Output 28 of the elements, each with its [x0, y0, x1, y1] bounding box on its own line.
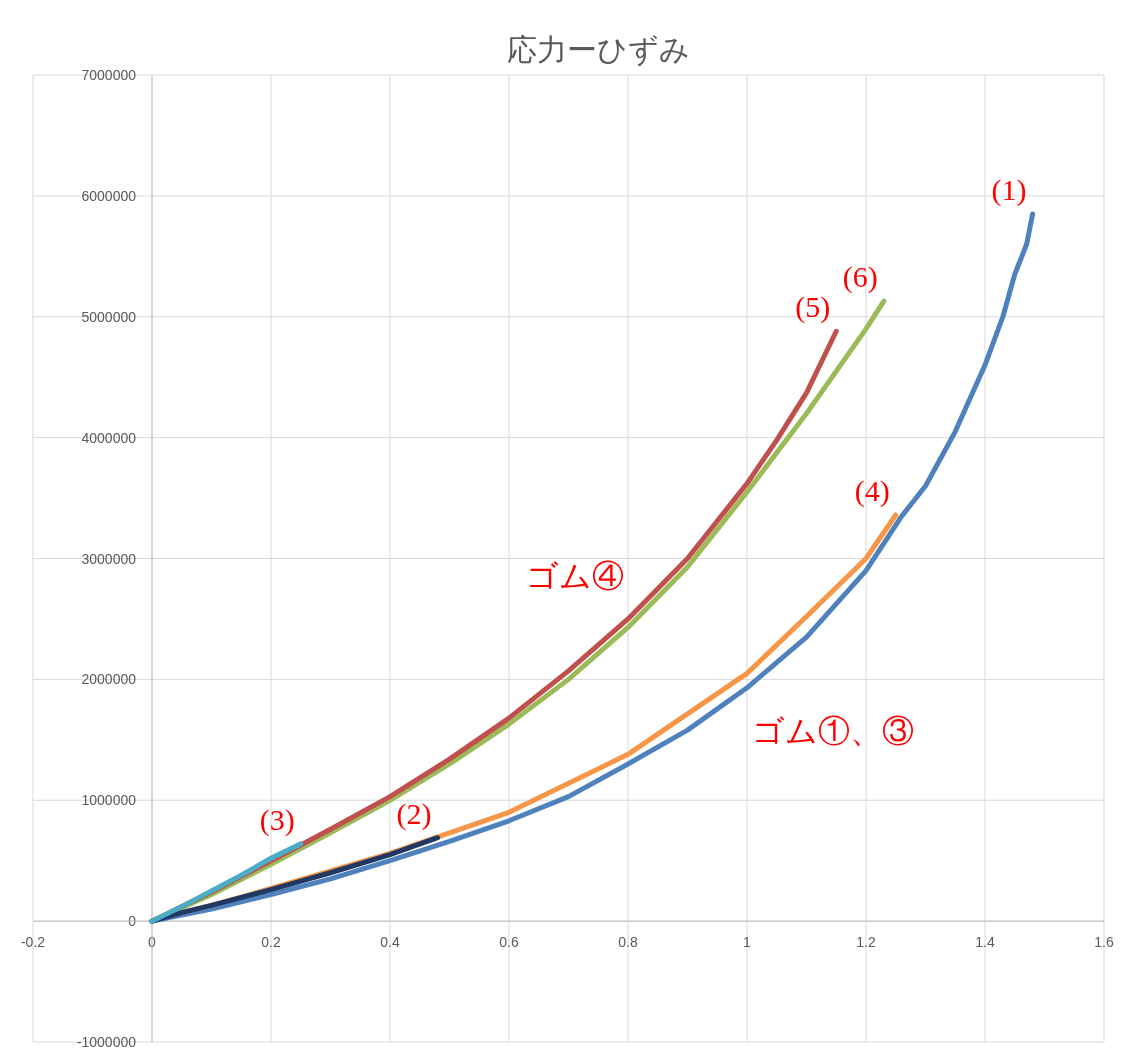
- x-tick-label: 1: [743, 934, 752, 951]
- series-label: (3): [259, 802, 295, 837]
- x-tick-label: 1.6: [1094, 934, 1114, 951]
- series-label: (2): [396, 796, 432, 831]
- x-tick-label: -0.2: [20, 934, 46, 951]
- y-tick-label: 5000000: [81, 308, 137, 325]
- x-tick-label: 0.8: [618, 934, 638, 951]
- x-tick-label: 0.4: [380, 934, 400, 951]
- annotation: ゴム④: [526, 558, 624, 594]
- y-tick-label: 3000000: [81, 550, 137, 567]
- y-tick-label: 0: [128, 913, 137, 930]
- y-tick-label: 7000000: [81, 67, 137, 83]
- series-label: (4): [854, 473, 890, 508]
- x-tick-label: 0: [148, 934, 157, 951]
- y-tick-label: -1000000: [76, 1034, 137, 1050]
- chart-title: 応力ーひずみ: [507, 33, 690, 67]
- y-tick-label: 2000000: [81, 671, 137, 688]
- x-tick-label: 1.2: [856, 934, 876, 951]
- y-tick-label: 4000000: [81, 429, 137, 446]
- annotation: ゴム①、③: [752, 713, 914, 749]
- series-label: (1): [991, 173, 1027, 208]
- y-tick-label: 1000000: [81, 792, 137, 809]
- series-label: (6): [842, 260, 878, 295]
- y-tick-label: 6000000: [81, 187, 137, 204]
- x-tick-label: 0.2: [261, 934, 281, 951]
- x-tick-label: 1.4: [975, 934, 995, 951]
- x-tick-label: 0.6: [499, 934, 519, 951]
- series-label: (5): [795, 290, 831, 325]
